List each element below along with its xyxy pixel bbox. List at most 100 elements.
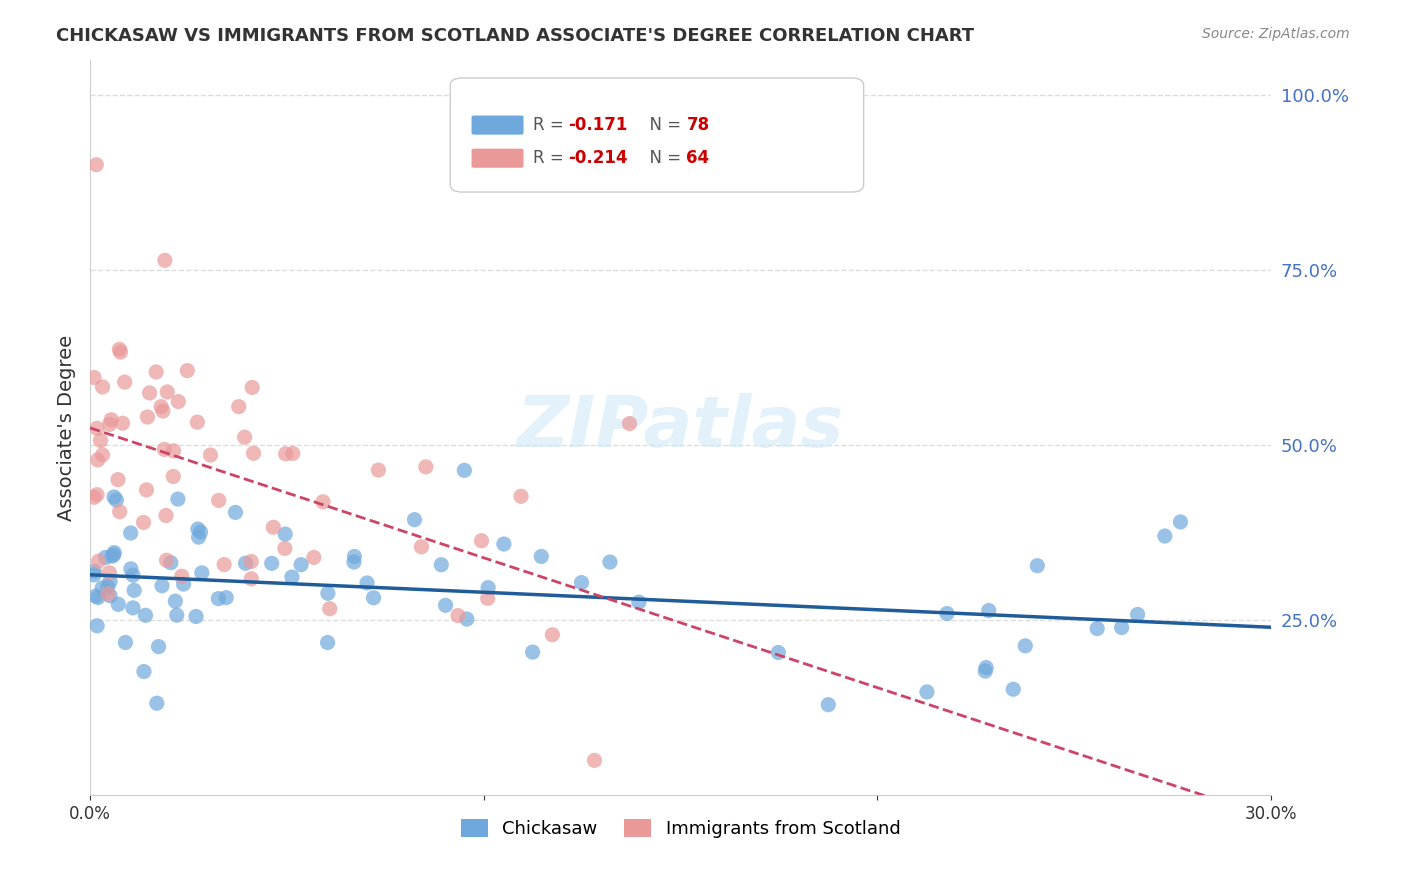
Immigrants from Scotland [156,384,179,399]
Chickasaw [1170,515,1192,529]
Chickasaw [167,492,190,507]
Chickasaw [343,555,366,569]
Chickasaw [215,591,238,605]
Immigrants from Scotland [619,417,641,431]
Text: CHICKASAW VS IMMIGRANTS FROM SCOTLAND ASSOCIATE'S DEGREE CORRELATION CHART: CHICKASAW VS IMMIGRANTS FROM SCOTLAND AS… [56,27,974,45]
Immigrants from Scotland [98,566,121,580]
Immigrants from Scotland [319,601,342,615]
Chickasaw [107,597,129,611]
Chickasaw [148,640,170,654]
Chickasaw [191,566,214,580]
Chickasaw [159,556,181,570]
Immigrants from Scotland [155,508,177,523]
Chickasaw [599,555,621,569]
Immigrants from Scotland [415,459,437,474]
Immigrants from Scotland [470,533,492,548]
Chickasaw [187,530,209,544]
Chickasaw [187,522,209,536]
Text: N =: N = [640,149,686,167]
Chickasaw [571,575,593,590]
Chickasaw [122,600,145,615]
Immigrants from Scotland [90,434,112,448]
Chickasaw [165,594,187,608]
Chickasaw [84,589,107,603]
Chickasaw [343,549,366,564]
Immigrants from Scotland [138,386,160,401]
Immigrants from Scotland [176,363,198,377]
Chickasaw [207,591,229,606]
Chickasaw [122,583,145,598]
Chickasaw [122,568,145,582]
Immigrants from Scotland [135,483,157,497]
Immigrants from Scotland [162,443,184,458]
Immigrants from Scotland [477,591,499,606]
Chickasaw [134,608,156,623]
Chickasaw [103,546,125,560]
Immigrants from Scotland [98,417,121,432]
Chickasaw [453,463,475,477]
Chickasaw [98,574,121,589]
Chickasaw [103,490,125,504]
Immigrants from Scotland [150,400,173,414]
Immigrants from Scotland [240,572,263,586]
Chickasaw [114,635,136,649]
Immigrants from Scotland [240,380,263,394]
Text: Source: ZipAtlas.com: Source: ZipAtlas.com [1202,27,1350,41]
Text: R =: R = [533,116,569,134]
FancyBboxPatch shape [450,78,863,192]
Chickasaw [173,577,195,591]
Immigrants from Scotland [262,520,284,534]
Immigrants from Scotland [97,587,120,601]
Immigrants from Scotland [302,550,325,565]
Immigrants from Scotland [233,430,256,444]
Text: 78: 78 [686,116,710,134]
Chickasaw [627,595,650,609]
Chickasaw [1014,639,1036,653]
Immigrants from Scotland [583,753,606,767]
Chickasaw [101,549,124,564]
Immigrants from Scotland [411,540,433,554]
Chickasaw [530,549,553,564]
Chickasaw [316,586,339,600]
Text: -0.214: -0.214 [568,149,628,167]
Immigrants from Scotland [107,473,129,487]
Immigrants from Scotland [86,421,108,435]
Y-axis label: Associate's Degree: Associate's Degree [58,334,76,521]
Immigrants from Scotland [208,493,231,508]
Immigrants from Scotland [242,446,264,460]
Chickasaw [404,513,426,527]
Immigrants from Scotland [84,158,107,172]
Immigrants from Scotland [167,394,190,409]
Immigrants from Scotland [200,448,222,462]
Chickasaw [768,646,790,660]
Chickasaw [146,696,169,710]
Immigrants from Scotland [91,448,114,462]
Chickasaw [316,635,339,649]
FancyBboxPatch shape [471,116,523,135]
Chickasaw [224,505,246,519]
Chickasaw [103,548,125,562]
Chickasaw [977,604,1000,618]
Immigrants from Scotland [83,490,105,504]
Chickasaw [97,580,120,594]
Chickasaw [492,537,515,551]
Immigrants from Scotland [274,447,297,461]
Chickasaw [83,568,105,582]
Chickasaw [260,557,283,571]
Chickasaw [974,660,997,674]
Immigrants from Scotland [281,446,304,460]
Immigrants from Scotland [212,558,235,572]
Chickasaw [915,685,938,699]
Chickasaw [1085,622,1108,636]
Chickasaw [120,562,142,576]
Chickasaw [274,527,297,541]
Immigrants from Scotland [367,463,389,477]
Chickasaw [356,576,378,591]
Chickasaw [817,698,839,712]
Chickasaw [1002,682,1025,697]
Chickasaw [434,599,457,613]
Chickasaw [94,550,117,565]
Immigrants from Scotland [162,469,184,483]
Immigrants from Scotland [136,409,159,424]
Immigrants from Scotland [132,516,155,530]
